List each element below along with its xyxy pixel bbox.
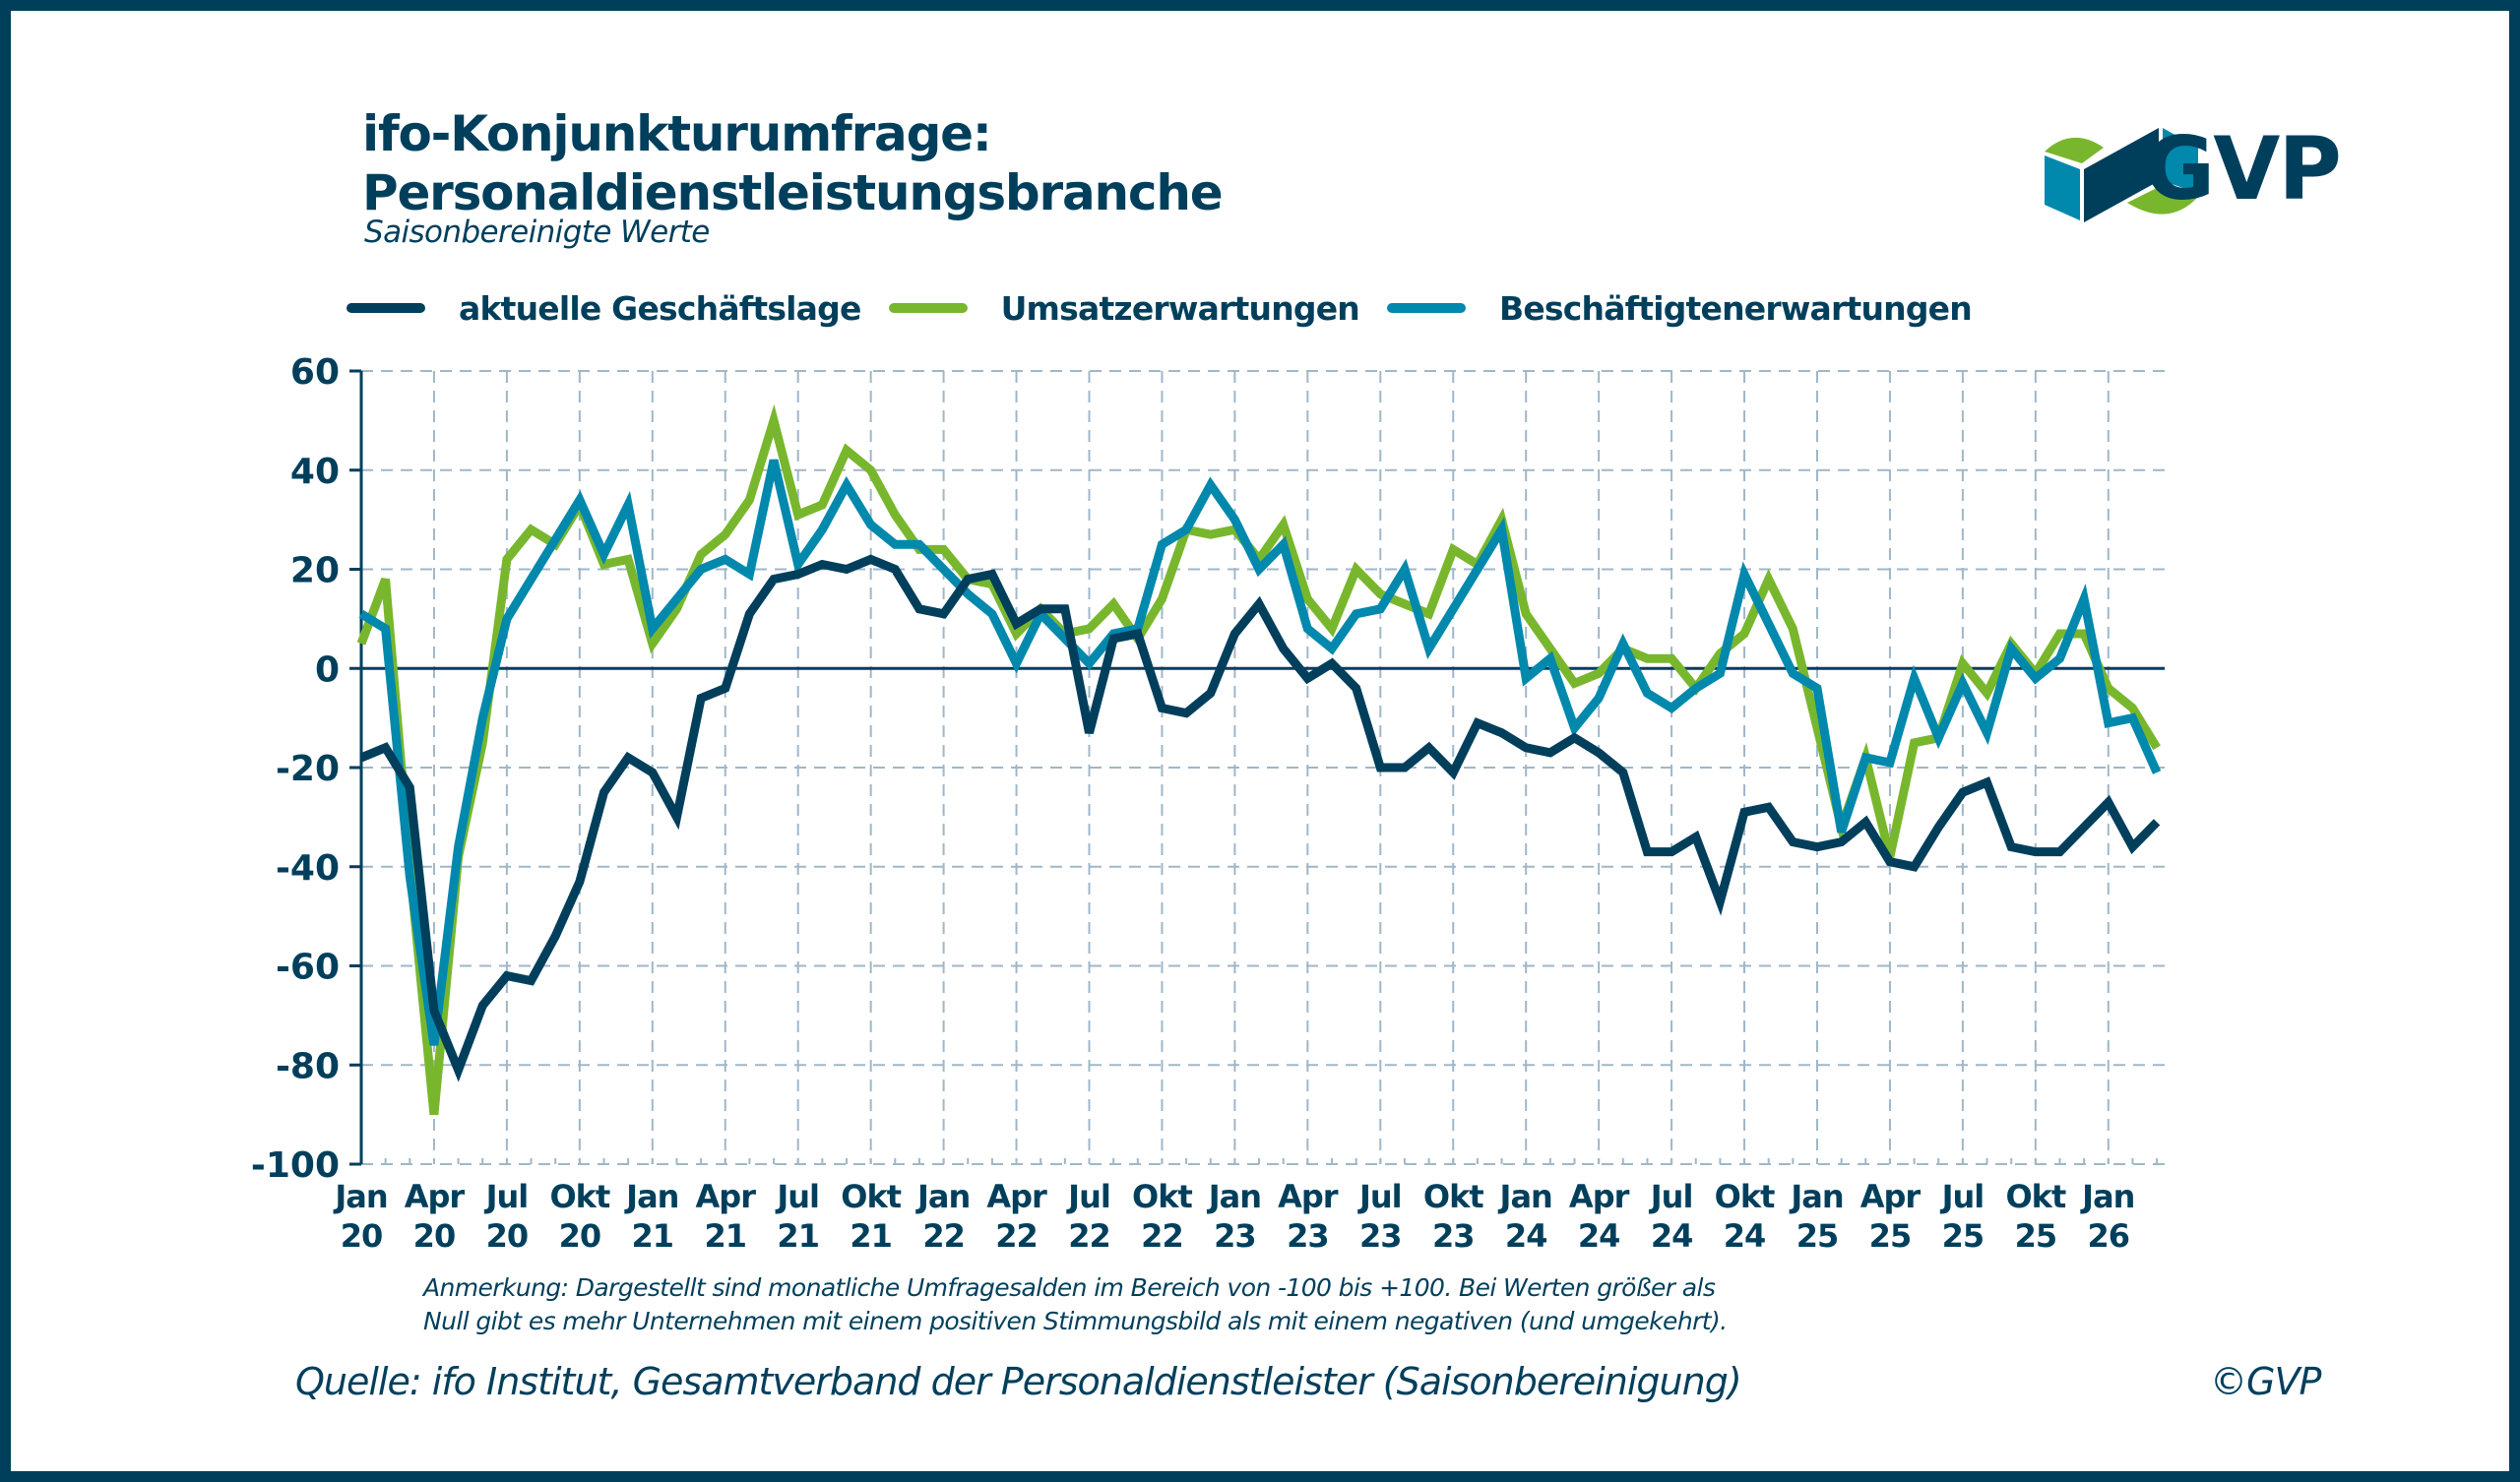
x-tick-label-year: 24 [1651, 1217, 1693, 1255]
y-tick-label: 20 [290, 551, 340, 591]
x-tick-label-month: Jan [333, 1178, 387, 1215]
x-tick-label-year: 21 [777, 1217, 819, 1255]
x-tick-label-month: Jan [2080, 1178, 2134, 1215]
x-tick-label-year: 21 [850, 1217, 892, 1255]
x-tick-label-month: Jan [915, 1178, 970, 1215]
x-tick-label-year: 21 [632, 1217, 674, 1255]
x-tick-label-year: 22 [1141, 1217, 1183, 1255]
chart-subtitle: Saisonbereinigte Werte [364, 215, 710, 250]
x-tick-label-month: Jul [1649, 1178, 1693, 1215]
note-line-1: Anmerkung: Dargestellt sind monatliche U… [423, 1273, 1716, 1302]
x-tick-label-year: 23 [1214, 1217, 1256, 1255]
x-tick-label-month: Okt [2005, 1178, 2065, 1215]
legend-label: Umsatzerwartungen [1000, 288, 1360, 328]
title-line-1: ifo-Konjunkturumfrage: [362, 105, 992, 162]
x-tick-label-year: 23 [1287, 1217, 1329, 1255]
copyright-text: ©GVP [2210, 1360, 2321, 1403]
x-tick-label-month: Okt [1132, 1178, 1192, 1215]
legend-item-geschaeftslage: aktuelle Geschäftslage [346, 289, 861, 328]
x-tick-label-year: 21 [704, 1217, 746, 1255]
x-tick-label-month: Apr [1278, 1178, 1339, 1215]
title-line-2: Personaldienstleistungsbranche [362, 164, 1224, 221]
x-tick-labels: Jan20Apr20Jul20Okt20Jan21Apr21Jul21Okt21… [333, 1178, 2135, 1255]
x-tick-label-month: Jul [775, 1178, 819, 1215]
chart-note: Anmerkung: Dargestellt sind monatliche U… [423, 1271, 1979, 1338]
x-tick-label-year: 24 [1578, 1217, 1620, 1255]
gvp-logo-text: GVP [2144, 118, 2342, 219]
x-tick-label-month: Jul [484, 1178, 529, 1215]
x-tick-label-year: 25 [1869, 1217, 1912, 1255]
series-lines [356, 403, 2162, 1116]
legend-swatch-green [888, 303, 968, 313]
x-tick-label-year: 23 [1432, 1217, 1475, 1255]
x-tick-label-month: Jul [1066, 1178, 1110, 1215]
y-tick-label: 0 [315, 649, 340, 690]
gvp-logo-icon [2045, 128, 2198, 222]
x-tick-label-month: Jan [1789, 1178, 1843, 1215]
chart-title: ifo-Konjunkturumfrage: Personaldienstlei… [362, 104, 1224, 222]
y-tick-label: 40 [290, 452, 340, 492]
x-tick-label-year: 24 [1724, 1217, 1766, 1255]
x-tick-label-month: Okt [1423, 1178, 1483, 1215]
x-tick-label-month: Okt [841, 1178, 901, 1215]
x-tick-label-year: 26 [2088, 1217, 2130, 1255]
y-tick-label: 60 [290, 352, 340, 393]
x-tick-label-year: 20 [559, 1217, 601, 1255]
x-tick-label-month: Apr [986, 1178, 1047, 1215]
source-text: Quelle: ifo Institut, Gesamtverband der … [295, 1360, 1742, 1403]
grid-lines [361, 370, 2166, 1165]
axes [349, 369, 2166, 1166]
logo-navy-band [2084, 128, 2159, 222]
x-tick-label-year: 22 [922, 1217, 965, 1255]
logo-green-leaf-bottom [2127, 185, 2198, 215]
chart-legend: aktuelle Geschäftslage Umsatzerwartungen… [346, 285, 1999, 331]
note-line-2: Null gibt es mehr Unternehmen mit einem … [423, 1307, 1728, 1335]
legend-swatch-teal [1386, 303, 1466, 313]
y-tick-label: -80 [276, 1046, 340, 1086]
x-tick-label-month: Jul [1357, 1178, 1402, 1215]
x-tick-label-year: 25 [2015, 1217, 2057, 1255]
x-tick-label-year: 20 [486, 1217, 529, 1255]
x-tick-label-year: 22 [995, 1217, 1038, 1255]
legend-label: aktuelle Geschäftslage [459, 288, 861, 328]
x-tick-label-month: Apr [405, 1178, 466, 1215]
legend-item-umsatzerwartungen: Umsatzerwartungen [888, 288, 1360, 328]
x-tick-label-month: Apr [696, 1178, 757, 1215]
legend-label: Beschäftigtenerwartungen [1498, 288, 1973, 328]
x-tick-label-month: Okt [1715, 1178, 1775, 1215]
x-tick-label-year: 25 [1796, 1217, 1839, 1255]
legend-item-beschaeftigtenerwartungen: Beschäftigtenerwartungen [1386, 288, 1973, 328]
x-tick-label-month: Apr [1569, 1178, 1630, 1215]
x-tick-label-year: 20 [413, 1217, 456, 1255]
x-tick-label-month: Jan [1207, 1178, 1261, 1215]
logo-green-leaf-top [2045, 137, 2104, 163]
logo-teal-right-face [2163, 128, 2198, 193]
logo-teal-left-face [2045, 155, 2080, 220]
x-tick-label-month: Apr [1860, 1178, 1922, 1215]
x-tick-label-year: 25 [1942, 1217, 1984, 1255]
x-tick-label-month: Jul [1940, 1178, 1984, 1215]
x-tick-label-year: 20 [341, 1217, 383, 1255]
x-tick-label-year: 24 [1505, 1217, 1547, 1255]
legend-swatch-navy [346, 303, 425, 313]
y-tick-label: -20 [276, 749, 340, 789]
x-tick-label-month: Jan [1498, 1178, 1552, 1215]
x-tick-label-month: Okt [549, 1178, 609, 1215]
x-tick-label-year: 22 [1068, 1217, 1110, 1255]
x-tick-label-month: Jan [624, 1178, 678, 1215]
y-tick-label: -100 [251, 1145, 340, 1186]
x-tick-label-year: 23 [1359, 1217, 1402, 1255]
y-tick-label: -60 [276, 948, 340, 988]
y-tick-labels: 60 40 20 0 -20 -40 -60 -80 -100 [251, 352, 340, 1186]
y-tick-label: -40 [276, 848, 340, 889]
series-line-2 [358, 459, 2162, 1046]
series-line-0 [359, 554, 2161, 1082]
